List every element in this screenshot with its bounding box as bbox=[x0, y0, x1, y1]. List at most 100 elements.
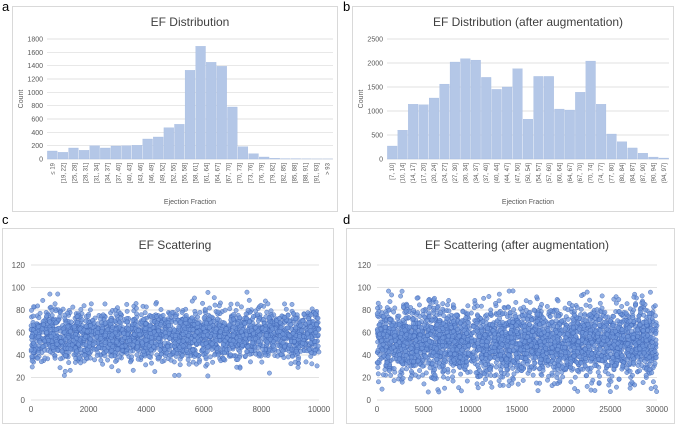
bar bbox=[249, 154, 259, 159]
scatter-point bbox=[225, 336, 229, 340]
y-tick-label: 1000 bbox=[27, 90, 43, 97]
scatter-point bbox=[75, 314, 79, 318]
scatter-point bbox=[499, 368, 503, 372]
scatter-point bbox=[149, 361, 153, 365]
bar bbox=[544, 76, 554, 159]
scatter-point bbox=[528, 300, 532, 304]
scatter-point bbox=[43, 356, 47, 360]
x-tick-label: (84, 87] bbox=[630, 163, 636, 184]
scatter-point bbox=[48, 320, 52, 324]
x-tick-label: [61, 64] bbox=[205, 163, 211, 183]
scatter-point bbox=[79, 307, 83, 311]
scatter-point bbox=[476, 386, 480, 390]
scatter-point bbox=[41, 298, 45, 302]
scatter-point bbox=[103, 302, 107, 306]
scatter-point bbox=[376, 301, 380, 305]
bar bbox=[617, 142, 627, 159]
scatter-point bbox=[187, 362, 191, 366]
scatter-point bbox=[125, 309, 129, 313]
scatter-point bbox=[290, 302, 294, 306]
y-tick-label: 1200 bbox=[27, 77, 43, 84]
scatter-point bbox=[142, 349, 146, 353]
panel-label-a: a bbox=[2, 0, 9, 14]
scatter-point bbox=[118, 316, 122, 320]
scatter-point bbox=[297, 334, 301, 338]
scatter-point bbox=[178, 363, 182, 367]
x-tick-label: 30000 bbox=[646, 405, 669, 414]
y-tick-label: 1800 bbox=[27, 37, 43, 44]
scatter-point bbox=[244, 333, 248, 337]
scatter-point bbox=[445, 303, 449, 307]
scatter-point bbox=[135, 345, 139, 349]
x-tick-label: [58, 61] bbox=[194, 163, 200, 183]
x-tick-label: (57, 60] bbox=[547, 163, 553, 184]
scatter-point bbox=[422, 382, 426, 386]
scatter-point bbox=[247, 298, 251, 302]
scatter-point bbox=[205, 333, 209, 337]
scatter-point bbox=[284, 307, 288, 311]
bar bbox=[90, 146, 100, 159]
y-tick-label: 100 bbox=[12, 284, 26, 293]
scatter-point bbox=[180, 353, 184, 357]
scatter-point bbox=[106, 327, 110, 331]
scatter-point bbox=[181, 339, 185, 343]
scatter-point bbox=[160, 359, 164, 363]
scatter-point bbox=[604, 315, 608, 319]
scatter-point bbox=[154, 302, 158, 306]
scatter-point bbox=[227, 323, 231, 327]
chart-title: EF Scattering (after augmentation) bbox=[425, 238, 609, 252]
scatter-point bbox=[293, 326, 297, 330]
bar bbox=[492, 89, 502, 159]
scatter-point bbox=[600, 294, 604, 298]
scatter-point bbox=[583, 314, 587, 318]
scatter-point bbox=[78, 327, 82, 331]
scatter-point bbox=[68, 329, 72, 333]
scatter-point bbox=[282, 315, 286, 319]
scatter-point bbox=[29, 308, 33, 312]
x-tick-label: [85, 88] bbox=[293, 163, 299, 183]
scatter-point bbox=[36, 351, 40, 355]
scatter-point bbox=[63, 313, 67, 317]
x-tick-label: (44, 47] bbox=[505, 163, 511, 184]
scatter-point bbox=[30, 354, 34, 358]
scatter-point bbox=[302, 312, 306, 316]
scatter-point bbox=[301, 319, 305, 323]
scatter-point bbox=[413, 373, 417, 377]
scatter-point bbox=[432, 377, 436, 381]
scatter-point bbox=[207, 317, 211, 321]
scatter-point bbox=[159, 307, 163, 311]
scatter-point bbox=[415, 296, 419, 300]
scatter-point bbox=[110, 349, 114, 353]
x-tick-label: (70, 74] bbox=[589, 163, 595, 184]
bar bbox=[398, 130, 408, 159]
scatter-point bbox=[110, 365, 114, 369]
scatter-point bbox=[511, 289, 515, 293]
scatter-point bbox=[200, 301, 204, 305]
scatter-point bbox=[31, 323, 35, 327]
scatter-point bbox=[213, 303, 217, 307]
scatter-point bbox=[68, 347, 72, 351]
scatter-point bbox=[36, 356, 40, 360]
scatter-point bbox=[246, 308, 250, 312]
scatter-point bbox=[277, 316, 281, 320]
scatter-point bbox=[50, 313, 54, 317]
scatter-point bbox=[74, 349, 78, 353]
scatter-point bbox=[156, 336, 160, 340]
y-tick-label: 100 bbox=[358, 284, 372, 293]
scatter-point bbox=[110, 333, 114, 337]
scatter-point bbox=[207, 325, 211, 329]
scatter-point bbox=[105, 358, 109, 362]
scatter-point bbox=[53, 302, 57, 306]
scatter-point bbox=[640, 294, 644, 298]
scatter-point bbox=[135, 341, 139, 345]
scatter-point bbox=[653, 385, 657, 389]
x-tick-label: [52, 55] bbox=[172, 163, 178, 183]
scatter-point bbox=[71, 305, 75, 309]
scatter-point bbox=[587, 298, 591, 302]
x-tick-label: (90, 94] bbox=[651, 163, 657, 184]
scatter-point bbox=[212, 295, 216, 299]
scatter-point bbox=[30, 359, 34, 363]
scatter-point bbox=[131, 318, 135, 322]
bar bbox=[111, 146, 121, 159]
